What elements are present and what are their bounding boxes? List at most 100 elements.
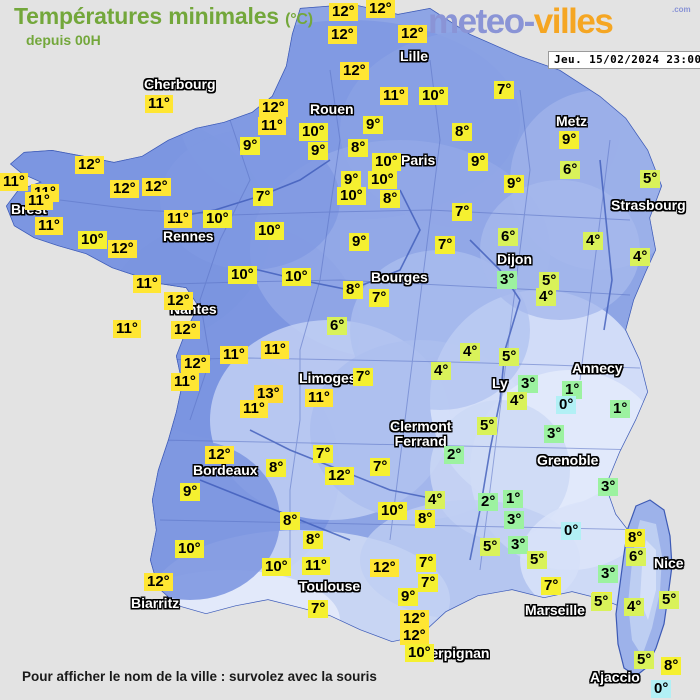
temperature-chip[interactable]: 1° <box>562 381 583 399</box>
temperature-chip[interactable]: 9° <box>363 116 384 134</box>
temperature-chip[interactable]: 6° <box>327 317 348 335</box>
temperature-chip[interactable]: 8° <box>303 531 324 549</box>
temperature-chip[interactable]: 13° <box>254 385 283 403</box>
temperature-chip[interactable]: 1° <box>610 400 631 418</box>
temperature-chip[interactable]: 5° <box>591 593 612 611</box>
temperature-chip[interactable]: 10° <box>337 187 366 205</box>
temperature-chip[interactable]: 0° <box>651 680 672 698</box>
temperature-chip[interactable]: 5° <box>527 551 548 569</box>
temperature-chip[interactable]: 12° <box>340 62 369 80</box>
temperature-chip[interactable]: 10° <box>405 644 434 662</box>
temperature-chip[interactable]: 7° <box>541 577 562 595</box>
temperature-chip[interactable]: 5° <box>480 538 501 556</box>
temperature-chip[interactable]: 3° <box>504 511 525 529</box>
temperature-chip[interactable]: 3° <box>518 375 539 393</box>
temperature-chip[interactable]: 6° <box>498 228 519 246</box>
temperature-chip[interactable]: 12° <box>205 446 234 464</box>
temperature-chip[interactable]: 11° <box>164 210 192 228</box>
temperature-chip[interactable]: 7° <box>253 188 274 206</box>
temperature-chip[interactable]: 11° <box>261 341 289 359</box>
temperature-chip[interactable]: 12° <box>400 627 429 645</box>
temperature-chip[interactable]: 10° <box>299 123 328 141</box>
temperature-chip[interactable]: 12° <box>328 26 357 44</box>
temperature-chip[interactable]: 7° <box>494 81 515 99</box>
temperature-chip[interactable]: 7° <box>370 458 391 476</box>
temperature-chip[interactable]: 10° <box>255 222 284 240</box>
temperature-chip[interactable]: 4° <box>630 248 651 266</box>
temperature-chip[interactable]: 2° <box>478 493 499 511</box>
temperature-chip[interactable]: 7° <box>416 554 437 572</box>
temperature-chip[interactable]: 0° <box>561 522 582 540</box>
temperature-chip[interactable]: 8° <box>661 657 682 675</box>
temperature-chip[interactable]: 5° <box>477 417 498 435</box>
temperature-chip[interactable]: 10° <box>203 210 232 228</box>
temperature-chip[interactable]: 3° <box>508 536 529 554</box>
temperature-chip[interactable]: 7° <box>308 600 329 618</box>
temperature-chip[interactable]: 12° <box>398 25 427 43</box>
temperature-chip[interactable]: 5° <box>634 651 655 669</box>
temperature-chip[interactable]: 12° <box>144 573 173 591</box>
temperature-chip[interactable]: 12° <box>171 321 200 339</box>
temperature-chip[interactable]: 10° <box>175 540 204 558</box>
temperature-chip[interactable]: 10° <box>282 268 311 286</box>
temperature-chip[interactable]: 2° <box>444 446 465 464</box>
temperature-chip[interactable]: 11° <box>220 346 248 364</box>
temperature-chip[interactable]: 1° <box>503 490 524 508</box>
temperature-chip[interactable]: 4° <box>536 288 557 306</box>
temperature-chip[interactable]: 8° <box>452 123 473 141</box>
temperature-chip[interactable]: 12° <box>370 559 399 577</box>
temperature-chip[interactable]: 7° <box>418 574 439 592</box>
temperature-chip[interactable]: 12° <box>400 610 429 628</box>
temperature-chip[interactable]: 10° <box>372 153 401 171</box>
temperature-chip[interactable]: 12° <box>164 292 193 310</box>
temperature-chip[interactable]: 6° <box>560 161 581 179</box>
temperature-chip[interactable]: 8° <box>280 512 301 530</box>
temperature-chip[interactable]: 11° <box>35 217 63 235</box>
temperature-chip[interactable]: 12° <box>259 99 288 117</box>
temperature-chip[interactable]: 10° <box>262 558 291 576</box>
temperature-chip[interactable]: 8° <box>415 510 436 528</box>
temperature-chip[interactable]: 5° <box>499 348 520 366</box>
temperature-chip[interactable]: 3° <box>544 425 565 443</box>
temperature-chip[interactable]: 12° <box>75 156 104 174</box>
temperature-chip[interactable]: 4° <box>624 598 645 616</box>
temperature-chip[interactable]: 9° <box>349 233 370 251</box>
temperature-chip[interactable]: 7° <box>353 368 374 386</box>
temperature-chip[interactable]: 8° <box>266 459 287 477</box>
temperature-chip[interactable]: 4° <box>425 491 446 509</box>
temperature-chip[interactable]: 4° <box>460 343 481 361</box>
temperature-chip[interactable]: 12° <box>110 180 139 198</box>
temperature-chip[interactable]: 11° <box>25 192 53 210</box>
temperature-chip[interactable]: 12° <box>325 467 354 485</box>
temperature-chip[interactable]: 11° <box>305 389 333 407</box>
temperature-chip[interactable]: 12° <box>108 240 137 258</box>
temperature-chip[interactable]: 3° <box>598 478 619 496</box>
temperature-chip[interactable]: 9° <box>308 142 329 160</box>
temperature-chip[interactable]: 12° <box>181 355 210 373</box>
temperature-chip[interactable]: 8° <box>348 139 369 157</box>
temperature-chip[interactable]: 4° <box>507 392 528 410</box>
temperature-chip[interactable]: 9° <box>398 588 419 606</box>
temperature-chip[interactable]: 7° <box>369 289 390 307</box>
temperature-chip[interactable]: 8° <box>343 281 364 299</box>
temperature-chip[interactable]: 8° <box>380 190 401 208</box>
temperature-chip[interactable]: 9° <box>468 153 489 171</box>
temperature-chip[interactable]: 11° <box>145 95 173 113</box>
temperature-chip[interactable]: 7° <box>435 236 456 254</box>
temperature-chip[interactable]: 9° <box>559 131 580 149</box>
temperature-chip[interactable]: 11° <box>113 320 141 338</box>
temperature-chip[interactable]: 9° <box>341 171 362 189</box>
temperature-chip[interactable]: 4° <box>431 362 452 380</box>
temperature-chip[interactable]: 11° <box>133 275 161 293</box>
temperature-chip[interactable]: 9° <box>180 483 201 501</box>
temperature-chip[interactable]: 11° <box>240 400 268 418</box>
temperature-chip[interactable]: 8° <box>625 529 646 547</box>
temperature-chip[interactable]: 4° <box>583 232 604 250</box>
temperature-chip[interactable]: 12° <box>142 178 171 196</box>
temperature-chip[interactable]: 3° <box>497 271 518 289</box>
temperature-chip[interactable]: 10° <box>78 231 107 249</box>
temperature-chip[interactable]: 10° <box>378 502 407 520</box>
temperature-chip[interactable]: 11° <box>0 173 28 191</box>
temperature-chip[interactable]: 10° <box>228 266 257 284</box>
temperature-chip[interactable]: 5° <box>539 272 560 290</box>
